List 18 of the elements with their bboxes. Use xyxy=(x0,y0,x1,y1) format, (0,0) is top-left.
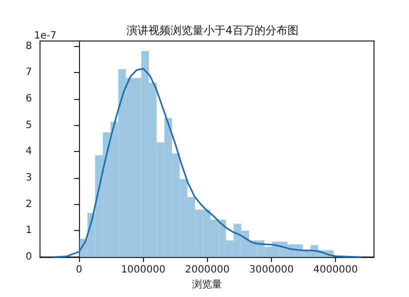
x-tick-label: 3000000 xyxy=(249,264,294,276)
annotation: 1e-7 xyxy=(34,30,56,42)
x-tick-label: 1000000 xyxy=(120,264,166,276)
y-tick-label: 3 xyxy=(26,172,32,184)
line-series xyxy=(52,68,362,258)
y-tick-label: 8 xyxy=(26,40,32,52)
y-tick-label: 0 xyxy=(26,252,32,262)
y-tick-label: 4 xyxy=(26,146,32,158)
x-axis-title: 浏览量 xyxy=(192,278,222,290)
y-tick-label: 2 xyxy=(26,198,32,210)
x-tick-label: 0 xyxy=(76,264,82,276)
y-tick-label: 5 xyxy=(26,120,32,131)
x-tick-label: 2000000 xyxy=(185,264,230,276)
y-tick-label: 7 xyxy=(26,67,32,78)
y-tick-label: 1 xyxy=(26,225,32,236)
chart-title: 演讲视频浏览量小于4百万的分布图 xyxy=(126,24,298,37)
x-tick-label: 4000000 xyxy=(313,264,358,276)
y-tick-label: 6 xyxy=(26,93,32,104)
